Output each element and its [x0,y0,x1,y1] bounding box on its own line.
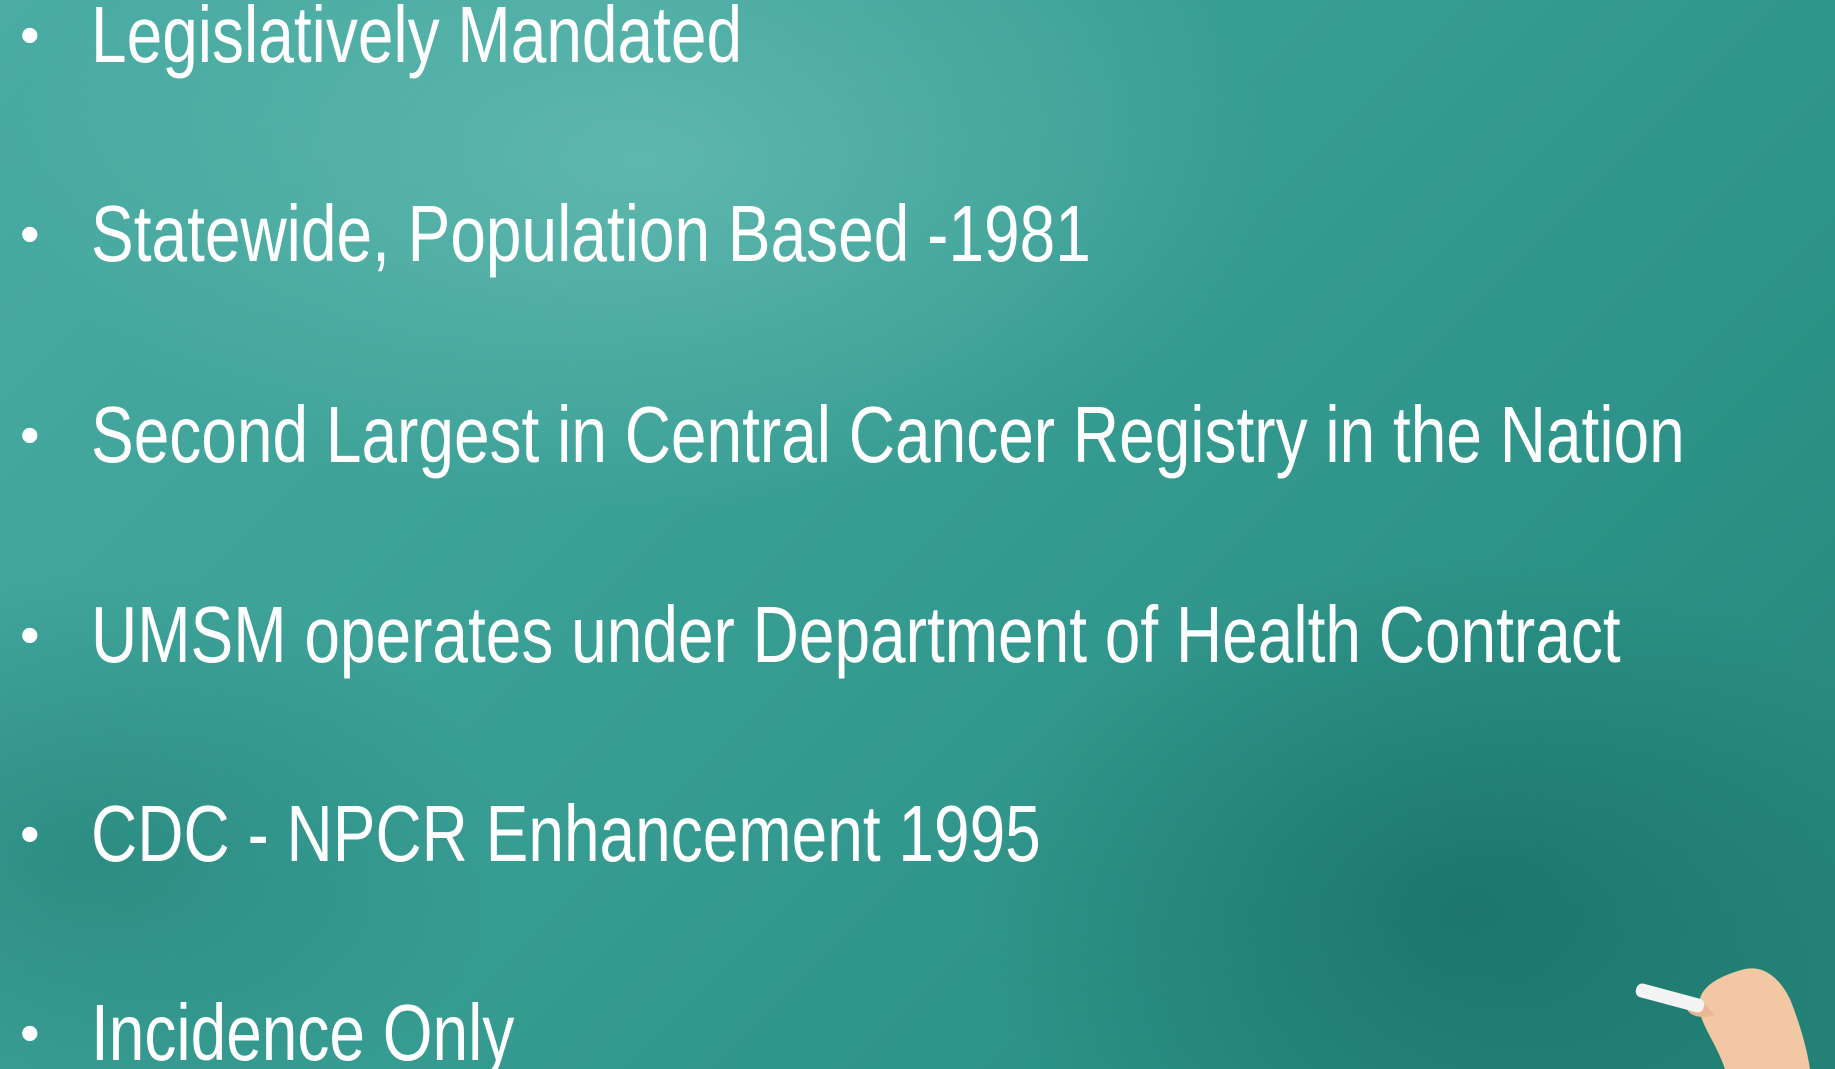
bullet-text: Statewide, Population Based -1981 [91,184,1091,284]
hand [1699,968,1810,1069]
hand-with-chalk [1575,939,1835,1069]
bullet-dot: • [20,585,40,685]
bullet-text: CDC - NPCR Enhancement 1995 [91,784,1041,884]
bullet-dot: • [20,784,40,884]
bullet-item: • UMSM operates under Department of Healt… [0,585,1835,685]
bullet-text: Second Largest in Central Cancer Registr… [91,385,1685,485]
slide: • Legislatively Mandated • Statewide, Popul… [0,0,1835,1069]
bullet-item: • Legislatively Mandated [0,0,1835,85]
bullet-item: • Second Largest in Central Cancer Regist… [0,385,1835,485]
bullet-item: • CDC - NPCR Enhancement 1995 [0,784,1835,884]
bullet-text: Incidence Only [91,983,514,1069]
chalk [1634,982,1705,1014]
bullet-text: UMSM operates under Department of Health… [91,585,1621,685]
bullet-item: • Incidence Only [0,983,1835,1069]
bullet-dot: • [20,385,40,485]
bullet-dot: • [20,184,40,284]
bullet-item: • Statewide, Population Based -1981 [0,184,1835,284]
bullet-dot: • [20,0,40,85]
bullet-text: Legislatively Mandated [91,0,742,85]
bullet-dot: • [20,983,40,1069]
